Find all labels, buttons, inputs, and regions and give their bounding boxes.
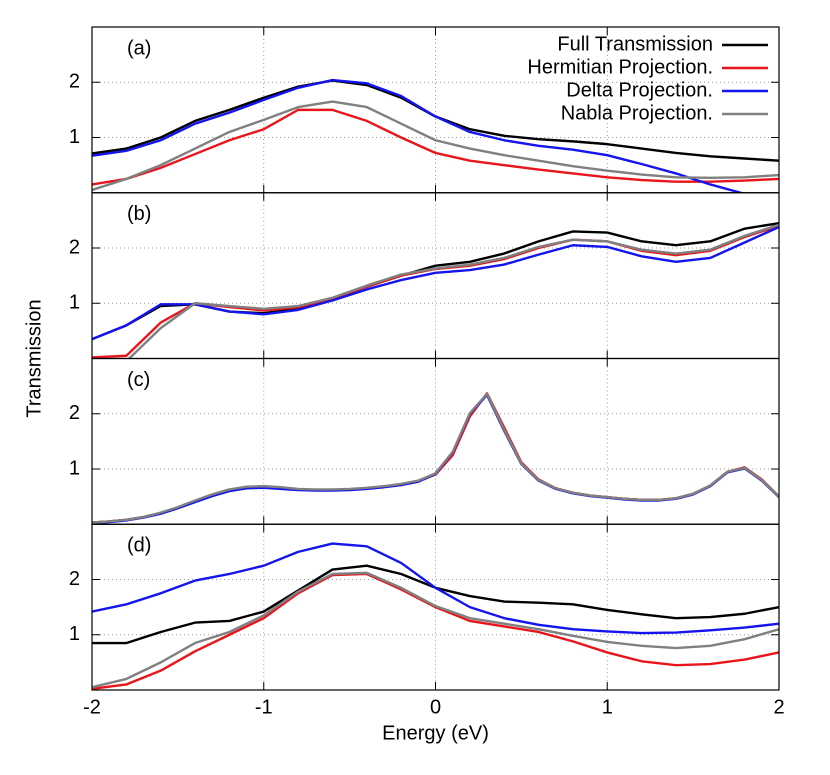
plot-area [92,221,779,359]
plot-area [92,78,779,193]
line-series [92,225,779,341]
y-tick-label: 2 [69,568,80,590]
x-tick-label: -2 [83,696,101,718]
line-series [92,108,779,186]
line-series [92,78,746,193]
y-tick-label: 1 [69,457,80,479]
panel-label: (b) [127,203,151,225]
x-tick-label: 0 [430,696,441,718]
line-series [127,223,779,359]
line-series [92,571,779,689]
legend-label: Hermitian Projection. [527,56,713,78]
x-tick-label: 2 [773,696,784,718]
y-axis-title: Transmission [23,299,45,417]
y-tick-label: 2 [69,236,80,258]
panel-frame [91,523,780,691]
plot-area [92,542,779,690]
x-axis-title: Energy (eV) [382,722,489,744]
legend-label: Full Transmission [557,33,713,55]
panel-label: (d) [127,535,151,557]
plot-area [92,392,779,525]
x-tick-label: -1 [255,696,273,718]
legend-label: Delta Projection. [566,79,713,101]
y-tick-label: 2 [69,71,80,93]
line-series [92,392,779,524]
panel-label: (c) [127,369,150,391]
y-tick-label: 2 [69,402,80,424]
panel-label: (a) [127,37,151,59]
y-tick-label: 1 [69,623,80,645]
y-tick-label: 1 [69,292,80,314]
y-tick-label: 1 [69,126,80,148]
line-series [92,100,779,192]
line-series [92,542,779,635]
x-tick-label: 1 [602,696,613,718]
legend-label: Nabla Projection. [561,102,713,124]
